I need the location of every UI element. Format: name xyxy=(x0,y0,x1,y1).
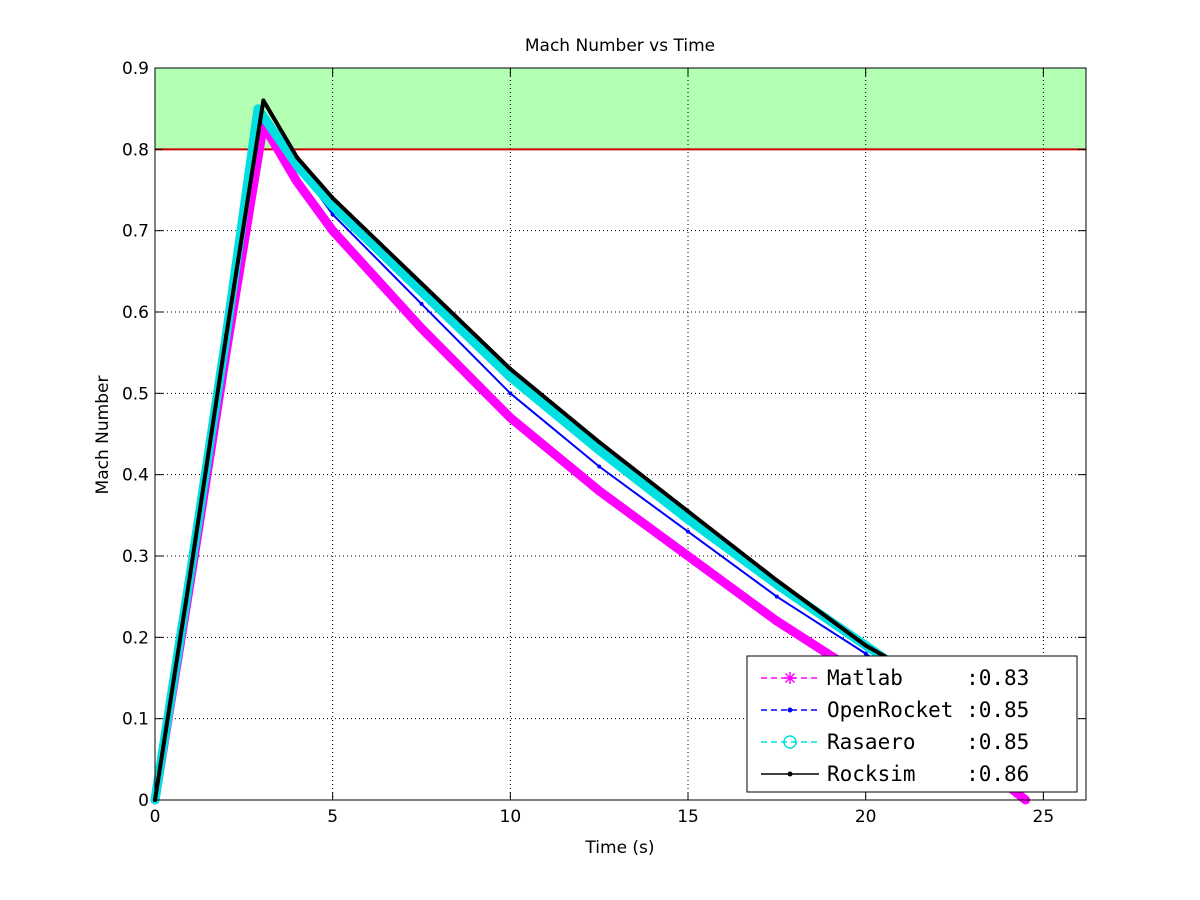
data-point-openrocket xyxy=(686,529,691,534)
data-point-rocksim xyxy=(419,281,424,286)
y-tick-label: 0.1 xyxy=(122,710,149,730)
data-point-matlab xyxy=(295,179,300,184)
legend-marker-rasaero xyxy=(783,735,797,749)
data-point-matlab xyxy=(774,619,779,624)
data-point-rocksim xyxy=(774,578,779,583)
x-tick-label: 0 xyxy=(150,807,161,827)
y-tick-label: 0.8 xyxy=(122,140,149,160)
y-tick-label: 0.7 xyxy=(122,222,149,242)
data-point-openrocket xyxy=(863,651,868,656)
data-point-rocksim xyxy=(330,196,335,201)
data-point-matlab xyxy=(597,488,602,493)
data-point-rocksim xyxy=(597,440,602,445)
data-point-rasaero xyxy=(686,517,691,522)
x-tick-label: 5 xyxy=(327,807,338,827)
axes-frame xyxy=(154,67,1087,801)
x-tick-label: 20 xyxy=(855,807,877,827)
y-tick-label: 0.2 xyxy=(122,628,149,648)
data-point-rasaero xyxy=(508,375,513,380)
data-point-openrocket xyxy=(597,464,602,469)
shaded-band-0 xyxy=(155,68,1086,150)
data-point-openrocket xyxy=(419,301,424,306)
data-point-rasaero xyxy=(597,448,602,453)
y-tick-label: 0.3 xyxy=(122,547,149,567)
data-point-rocksim xyxy=(261,98,266,103)
y-tick-label: 0 xyxy=(138,791,149,811)
data-point-rasaero xyxy=(295,163,300,168)
data-point-rocksim xyxy=(508,366,513,371)
data-point-rasaero xyxy=(256,106,261,111)
data-point-rocksim xyxy=(224,334,229,339)
y-tick-label: 0.6 xyxy=(122,303,149,323)
data-point-matlab xyxy=(330,228,335,233)
data-point-matlab xyxy=(686,554,691,558)
x-tick-label: 15 xyxy=(677,807,699,827)
data-point-rocksim xyxy=(686,509,691,514)
data-point-rasaero xyxy=(419,289,424,294)
legend: Matlab :0.83 OpenRocket :0.85 Rasaero :0.8… xyxy=(746,655,1078,793)
legend-label-matlab: Matlab :0.83 xyxy=(827,666,1029,690)
legend-marker-openrocket xyxy=(787,707,793,713)
data-point-openrocket xyxy=(508,391,513,396)
data-point-rocksim xyxy=(295,155,300,160)
legend-label-rasaero: Rasaero :0.85 xyxy=(827,730,1029,754)
legend-label-rocksim: Rocksim :0.86 xyxy=(827,762,1029,786)
legend-marker-rocksim xyxy=(787,771,793,777)
y-tick-label: 0.4 xyxy=(122,466,149,486)
data-point-rasaero xyxy=(330,204,335,209)
legend-label-openrocket: OpenRocket :0.85 xyxy=(827,698,1029,722)
data-point-matlab xyxy=(419,326,424,331)
y-tick-label: 0.9 xyxy=(122,59,149,79)
x-tick-label: 10 xyxy=(500,807,522,827)
x-tick-label: 25 xyxy=(1033,807,1055,827)
data-point-rocksim xyxy=(863,643,868,648)
y-axis-label: Mach Number xyxy=(93,376,113,495)
chart-title: Mach Number vs Time xyxy=(525,36,715,56)
x-axis-label: Time (s) xyxy=(584,838,654,858)
data-point-openrocket xyxy=(774,594,779,599)
legend-marker-matlab xyxy=(784,672,796,684)
y-tick-label: 0.5 xyxy=(122,384,149,404)
data-point-matlab xyxy=(508,415,513,420)
data-point-rocksim xyxy=(188,570,193,575)
